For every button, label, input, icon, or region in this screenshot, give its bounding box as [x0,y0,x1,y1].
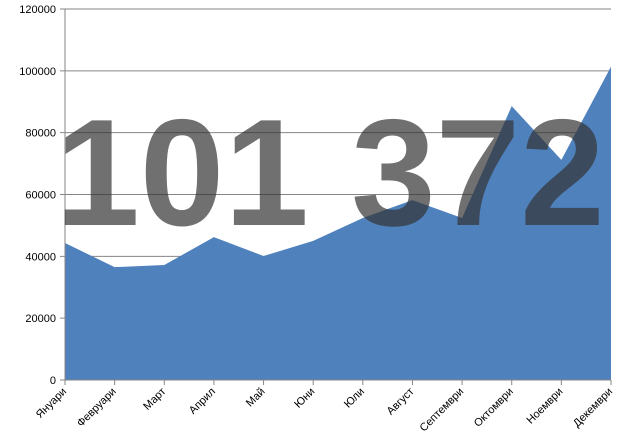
y-tick-label: 0 [50,375,56,387]
x-tick-label: Май [244,386,268,410]
x-tick-label: Януари [34,386,69,421]
x-tick-label: Февруари [75,386,119,430]
x-tick-label: Септември [418,386,467,435]
area [65,66,611,381]
annotation: 101 372 [55,88,604,258]
x-tick-label: Юли [342,386,367,411]
x-tick-label: Август [385,386,417,418]
x-tick-label: Ноември [525,386,566,427]
x-tick-label: Декември [571,386,615,430]
y-tick-label: 100000 [19,66,56,78]
y-tick-label: 120000 [19,4,56,16]
x-tick-label: Октомври [472,386,516,430]
y-tick-label: 80000 [25,128,56,140]
y-tick-label: 60000 [25,190,56,202]
x-tick-label: Март [141,386,168,413]
x-tick-label: Юни [292,386,317,411]
y-tick-label: 20000 [25,313,56,325]
x-tick-label: Април [187,386,218,417]
y-tick-label: 40000 [25,251,56,263]
